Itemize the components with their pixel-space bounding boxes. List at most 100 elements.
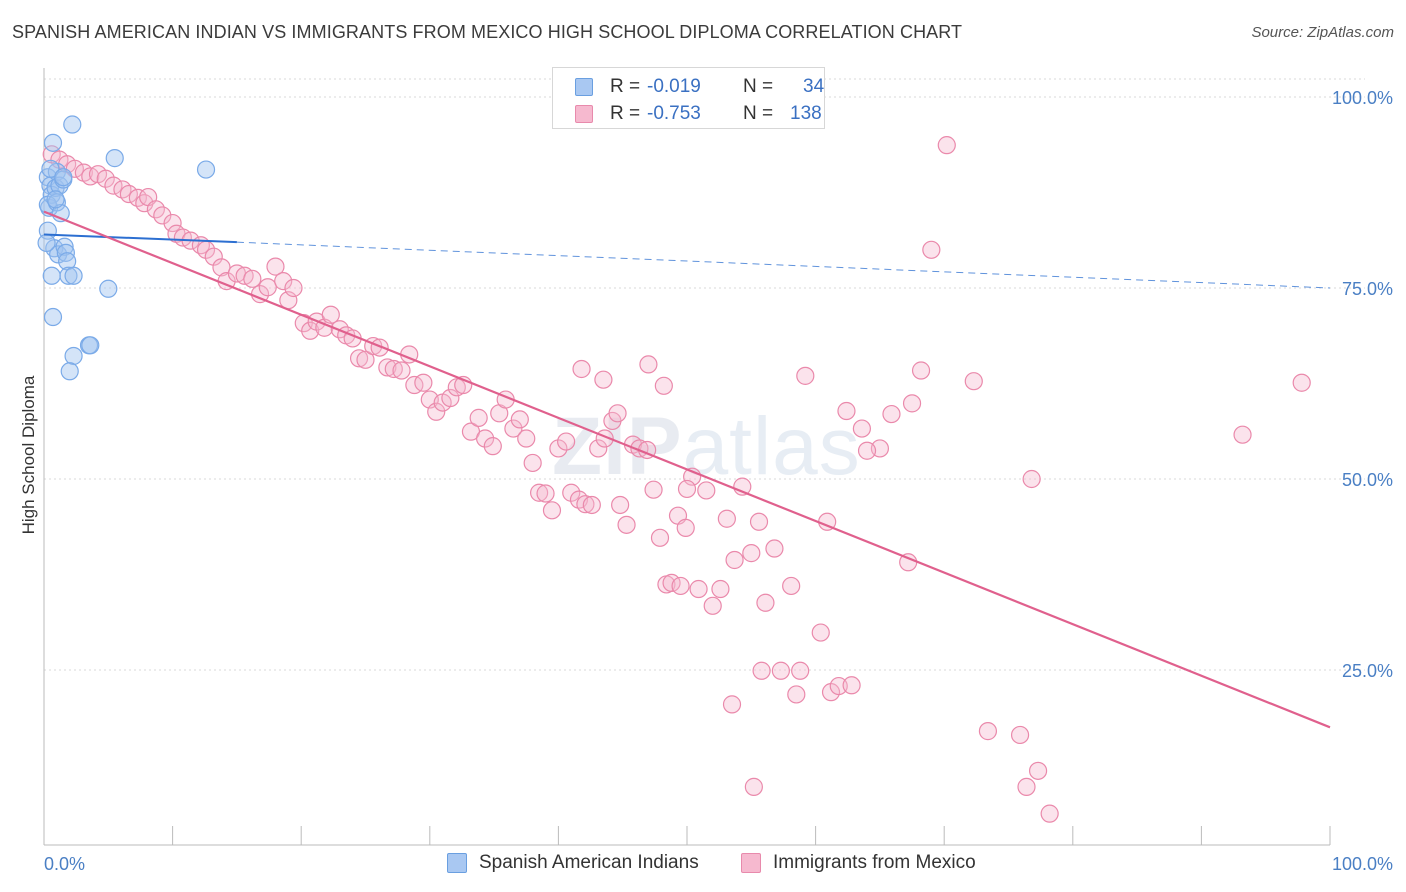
point-spanish-american-indians-32 bbox=[54, 168, 73, 187]
bottom-legend-swatch-pink bbox=[741, 853, 761, 873]
point-immigrants-from-mexico-124 bbox=[608, 404, 627, 423]
legend-swatch-blue bbox=[575, 78, 593, 96]
point-immigrants-from-mexico-72 bbox=[557, 432, 576, 451]
point-immigrants-from-mexico-59 bbox=[469, 408, 488, 427]
point-spanish-american-indians-22 bbox=[43, 307, 63, 327]
point-immigrants-from-mexico-120 bbox=[1028, 761, 1048, 780]
point-immigrants-from-mexico-128 bbox=[677, 479, 697, 499]
point-spanish-american-indians-2 bbox=[43, 133, 63, 152]
y-tick-label-50: 50.0% bbox=[1342, 470, 1393, 490]
grid-lines bbox=[44, 78, 1365, 671]
point-immigrants-from-mexico-47 bbox=[384, 359, 403, 379]
point-immigrants-from-mexico-90 bbox=[676, 518, 695, 537]
point-spanish-american-indians-26 bbox=[60, 362, 79, 381]
y-tick-label-100: 100.0% bbox=[1332, 88, 1393, 108]
point-spanish-american-indians-21 bbox=[99, 279, 118, 298]
watermark: ZIPatlas bbox=[552, 400, 861, 494]
legend-r-value: -0.019 bbox=[647, 76, 701, 97]
point-immigrants-from-mexico-106 bbox=[796, 366, 815, 385]
point-immigrants-from-mexico-51 bbox=[414, 373, 433, 392]
point-spanish-american-indians-9 bbox=[63, 115, 82, 134]
point-immigrants-from-mexico-55 bbox=[441, 388, 460, 408]
point-immigrants-from-mexico-92 bbox=[689, 579, 708, 599]
bottom-legend-label: Spanish American Indians bbox=[479, 852, 699, 873]
legend-swatch-pink bbox=[575, 105, 593, 123]
point-immigrants-from-mexico-127 bbox=[671, 576, 690, 596]
point-spanish-american-indians-33 bbox=[46, 190, 65, 209]
point-immigrants-from-mexico-66 bbox=[517, 429, 536, 448]
point-immigrants-from-mexico-119 bbox=[1022, 469, 1041, 489]
point-immigrants-from-mexico-75 bbox=[576, 495, 595, 514]
point-immigrants-from-mexico-110 bbox=[837, 401, 856, 421]
point-immigrants-from-mexico-69 bbox=[536, 484, 555, 503]
point-immigrants-from-mexico-85 bbox=[644, 480, 663, 499]
tick-labels: 100.0% 75.0% 50.0% 25.0% 0.0% 100.0% bbox=[44, 88, 1393, 874]
point-immigrants-from-mexico-139 bbox=[1292, 373, 1311, 392]
point-immigrants-from-mexico-95 bbox=[711, 579, 730, 599]
point-immigrants-from-mexico-131 bbox=[752, 661, 771, 680]
point-immigrants-from-mexico-60 bbox=[475, 429, 495, 448]
point-immigrants-from-mexico-77 bbox=[589, 439, 608, 458]
trend-line-immigrants-from-mexico bbox=[43, 210, 1331, 729]
point-immigrants-from-mexico-30 bbox=[266, 257, 285, 276]
point-immigrants-from-mexico-68 bbox=[530, 483, 549, 502]
legend-r-label: R = bbox=[610, 76, 641, 97]
point-spanish-american-indians-14 bbox=[49, 245, 68, 264]
legend-n-label: N = bbox=[743, 76, 774, 97]
point-immigrants-from-mexico-99 bbox=[742, 544, 761, 563]
data-points bbox=[37, 115, 1311, 823]
x-tick-label-0: 0.0% bbox=[44, 854, 85, 874]
point-immigrants-from-mexico-15 bbox=[153, 206, 172, 225]
point-immigrants-from-mexico-67 bbox=[523, 453, 542, 473]
point-immigrants-from-mexico-33 bbox=[284, 278, 303, 298]
point-immigrants-from-mexico-8 bbox=[104, 176, 123, 195]
point-immigrants-from-mexico-43 bbox=[356, 350, 375, 369]
source-credit: Source: ZipAtlas.com bbox=[1251, 24, 1394, 41]
trend-lines bbox=[43, 210, 1331, 729]
point-immigrants-from-mexico-31 bbox=[274, 272, 293, 291]
point-immigrants-from-mexico-129 bbox=[722, 695, 742, 714]
point-spanish-american-indians-10 bbox=[105, 149, 124, 168]
point-spanish-american-indians-24 bbox=[81, 336, 100, 355]
point-immigrants-from-mexico-80 bbox=[611, 495, 630, 515]
point-spanish-american-indians-25 bbox=[64, 346, 83, 366]
point-immigrants-from-mexico-10 bbox=[119, 184, 138, 204]
point-immigrants-from-mexico-35 bbox=[301, 321, 320, 340]
legend-r-value: -0.753 bbox=[647, 103, 701, 124]
legend-n-value: 138 bbox=[790, 103, 822, 124]
point-spanish-american-indians-29 bbox=[37, 233, 56, 253]
point-immigrants-from-mexico-7 bbox=[96, 169, 115, 188]
point-immigrants-from-mexico-118 bbox=[1010, 725, 1030, 745]
point-immigrants-from-mexico-109 bbox=[829, 676, 848, 696]
bottom-legend-swatch-blue bbox=[447, 853, 467, 873]
point-immigrants-from-mexico-48 bbox=[392, 361, 411, 380]
point-immigrants-from-mexico-130 bbox=[744, 777, 763, 796]
point-immigrants-from-mexico-104 bbox=[782, 576, 801, 596]
legend-n-label: N = bbox=[743, 103, 774, 124]
point-spanish-american-indians-11 bbox=[196, 160, 216, 179]
point-immigrants-from-mexico-61 bbox=[483, 437, 502, 456]
point-immigrants-from-mexico-100 bbox=[749, 512, 769, 531]
legend-r-label: R = bbox=[610, 103, 641, 124]
point-spanish-american-indians-15 bbox=[55, 237, 74, 256]
point-immigrants-from-mexico-102 bbox=[765, 539, 784, 558]
point-immigrants-from-mexico-86 bbox=[650, 528, 670, 547]
y-tick-label-25: 25.0% bbox=[1342, 661, 1393, 681]
point-immigrants-from-mexico-103 bbox=[771, 661, 790, 680]
point-immigrants-from-mexico-16 bbox=[163, 213, 182, 233]
point-immigrants-from-mexico-136 bbox=[882, 404, 901, 424]
watermark-atlas: atlas bbox=[682, 401, 861, 492]
legend-n-value: 34 bbox=[803, 76, 825, 97]
point-immigrants-from-mexico-122 bbox=[572, 359, 591, 379]
stats-legend: R = -0.019 N = 34 R = -0.753 N = 138 bbox=[552, 67, 825, 129]
point-immigrants-from-mexico-111 bbox=[842, 676, 861, 695]
point-spanish-american-indians-20 bbox=[42, 266, 61, 285]
point-immigrants-from-mexico-132 bbox=[787, 685, 806, 704]
point-immigrants-from-mexico-114 bbox=[911, 361, 931, 380]
point-immigrants-from-mexico-140 bbox=[1233, 425, 1252, 444]
point-immigrants-from-mexico-73 bbox=[562, 483, 581, 502]
point-immigrants-from-mexico-135 bbox=[857, 441, 877, 460]
chart-title: SPANISH AMERICAN INDIAN VS IMMIGRANTS FR… bbox=[12, 22, 963, 42]
point-immigrants-from-mexico-70 bbox=[542, 501, 562, 520]
